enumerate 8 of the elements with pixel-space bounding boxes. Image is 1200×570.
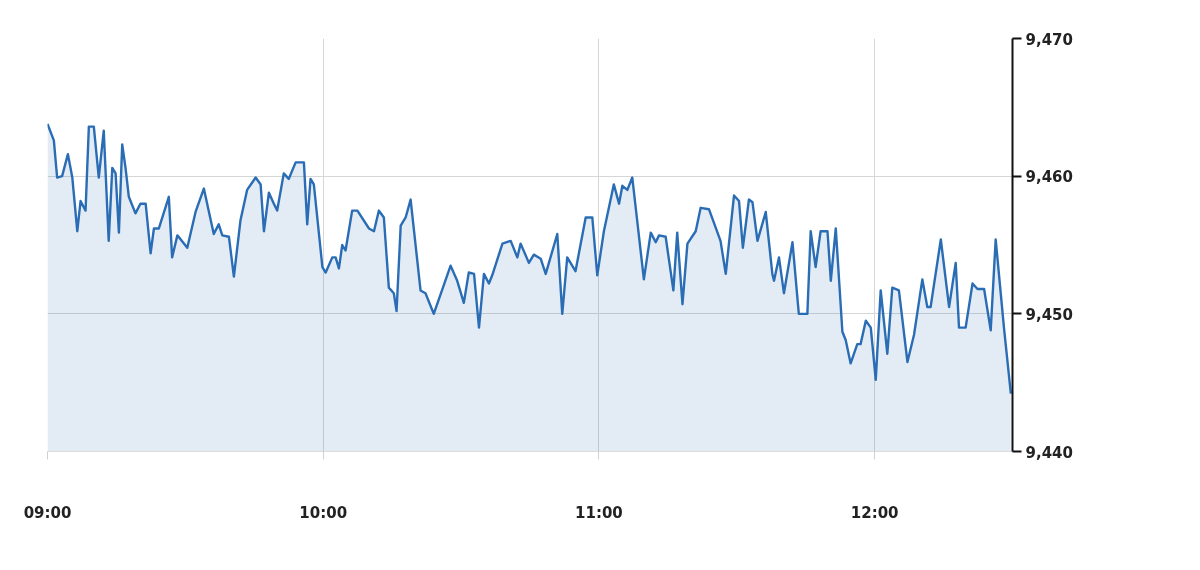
x-tick-label: 12:00 [850, 503, 899, 522]
y-tick-label: 9,440 [1025, 443, 1073, 462]
y-tick-label: 9,470 [1025, 30, 1073, 49]
x-tick-label: 11:00 [575, 503, 623, 522]
x-tick-label: 10:00 [299, 503, 348, 522]
x-tick-label: 09:00 [23, 503, 72, 522]
y-tick-label: 9,460 [1025, 168, 1073, 187]
y-tick-label: 9,450 [1025, 305, 1073, 324]
